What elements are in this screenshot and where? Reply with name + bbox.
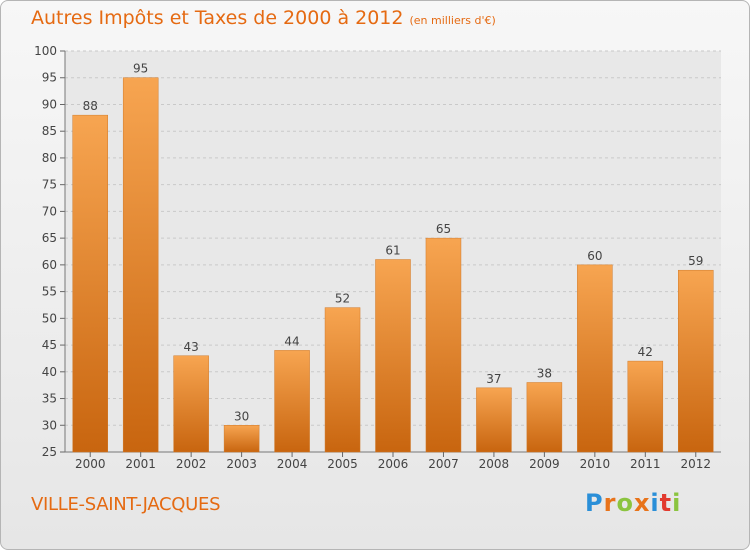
bar-value-label: 44 xyxy=(284,334,299,348)
y-tick-label: 65 xyxy=(42,231,57,245)
y-tick-label: 50 xyxy=(42,311,57,325)
bar-value-label: 37 xyxy=(486,372,501,386)
bar xyxy=(425,237,462,453)
bar-value-label: 42 xyxy=(638,345,653,359)
y-tick-label: 30 xyxy=(42,418,57,432)
y-tick-label: 80 xyxy=(42,151,57,165)
x-tick-label: 2008 xyxy=(479,457,510,471)
logo-letter: t xyxy=(659,489,673,517)
logo-letter: o xyxy=(616,489,634,517)
bar xyxy=(627,360,664,453)
logo-letter: x xyxy=(633,489,651,517)
bar xyxy=(526,382,563,453)
y-tick-label: 100 xyxy=(34,44,57,58)
y-tick-label: 40 xyxy=(42,365,57,379)
x-tick-label: 2004 xyxy=(277,457,308,471)
y-tick-label: 45 xyxy=(42,338,57,352)
x-tick-label: 2010 xyxy=(580,457,611,471)
bar-value-label: 95 xyxy=(133,62,148,76)
y-tick-label: 25 xyxy=(42,445,57,459)
bar xyxy=(678,269,714,453)
bar-value-label: 52 xyxy=(335,292,350,306)
x-tick-label: 2011 xyxy=(630,457,661,471)
bar-value-label: 43 xyxy=(184,340,199,354)
y-tick-label: 90 xyxy=(42,97,57,111)
bar xyxy=(375,259,411,453)
y-tick-label: 70 xyxy=(42,204,57,218)
bar xyxy=(577,264,613,453)
y-tick-label: 55 xyxy=(42,285,57,299)
place-name: VILLE-SAINT-JACQUES xyxy=(31,494,221,515)
x-tick-label: 2007 xyxy=(428,457,459,471)
bar-value-label: 61 xyxy=(385,244,400,258)
y-tick-label: 95 xyxy=(42,71,57,85)
bar xyxy=(122,77,159,453)
bar xyxy=(324,307,361,453)
bar-value-label: 65 xyxy=(436,222,451,236)
logo-letter: r xyxy=(603,489,617,517)
bar xyxy=(274,350,310,453)
x-tick-label: 2003 xyxy=(226,457,257,471)
x-tick-label: 2009 xyxy=(529,457,560,471)
x-tick-label: 2002 xyxy=(176,457,207,471)
bar xyxy=(476,387,512,453)
proxiti-logo: Proxiti xyxy=(585,489,681,517)
x-tick-label: 2006 xyxy=(378,457,409,471)
chart-unit: (en milliers d'€) xyxy=(409,14,496,27)
chart-title: Autres Impôts et Taxes de 2000 à 2012 (en… xyxy=(31,7,496,29)
y-tick-label: 75 xyxy=(42,178,57,192)
bar-value-label: 60 xyxy=(587,249,602,263)
x-tick-label: 2005 xyxy=(327,457,358,471)
bar xyxy=(223,425,260,453)
x-tick-label: 2000 xyxy=(75,457,106,471)
bar-value-label: 30 xyxy=(234,409,249,423)
logo-letter: i xyxy=(650,489,660,517)
chart-title-text: Autres Impôts et Taxes de 2000 à 2012 xyxy=(31,7,404,29)
logo-letter: P xyxy=(585,489,604,517)
y-tick-label: 60 xyxy=(42,258,57,272)
x-tick-label: 2001 xyxy=(125,457,156,471)
bar-value-label: 88 xyxy=(83,99,98,113)
logo-letter: i xyxy=(672,489,682,517)
y-tick-label: 85 xyxy=(42,124,57,138)
bar xyxy=(72,114,108,453)
bar xyxy=(173,355,209,453)
y-tick-label: 35 xyxy=(42,392,57,406)
bar-value-label: 59 xyxy=(688,254,703,268)
x-tick-label: 2012 xyxy=(680,457,711,471)
bar-value-label: 38 xyxy=(537,366,552,380)
